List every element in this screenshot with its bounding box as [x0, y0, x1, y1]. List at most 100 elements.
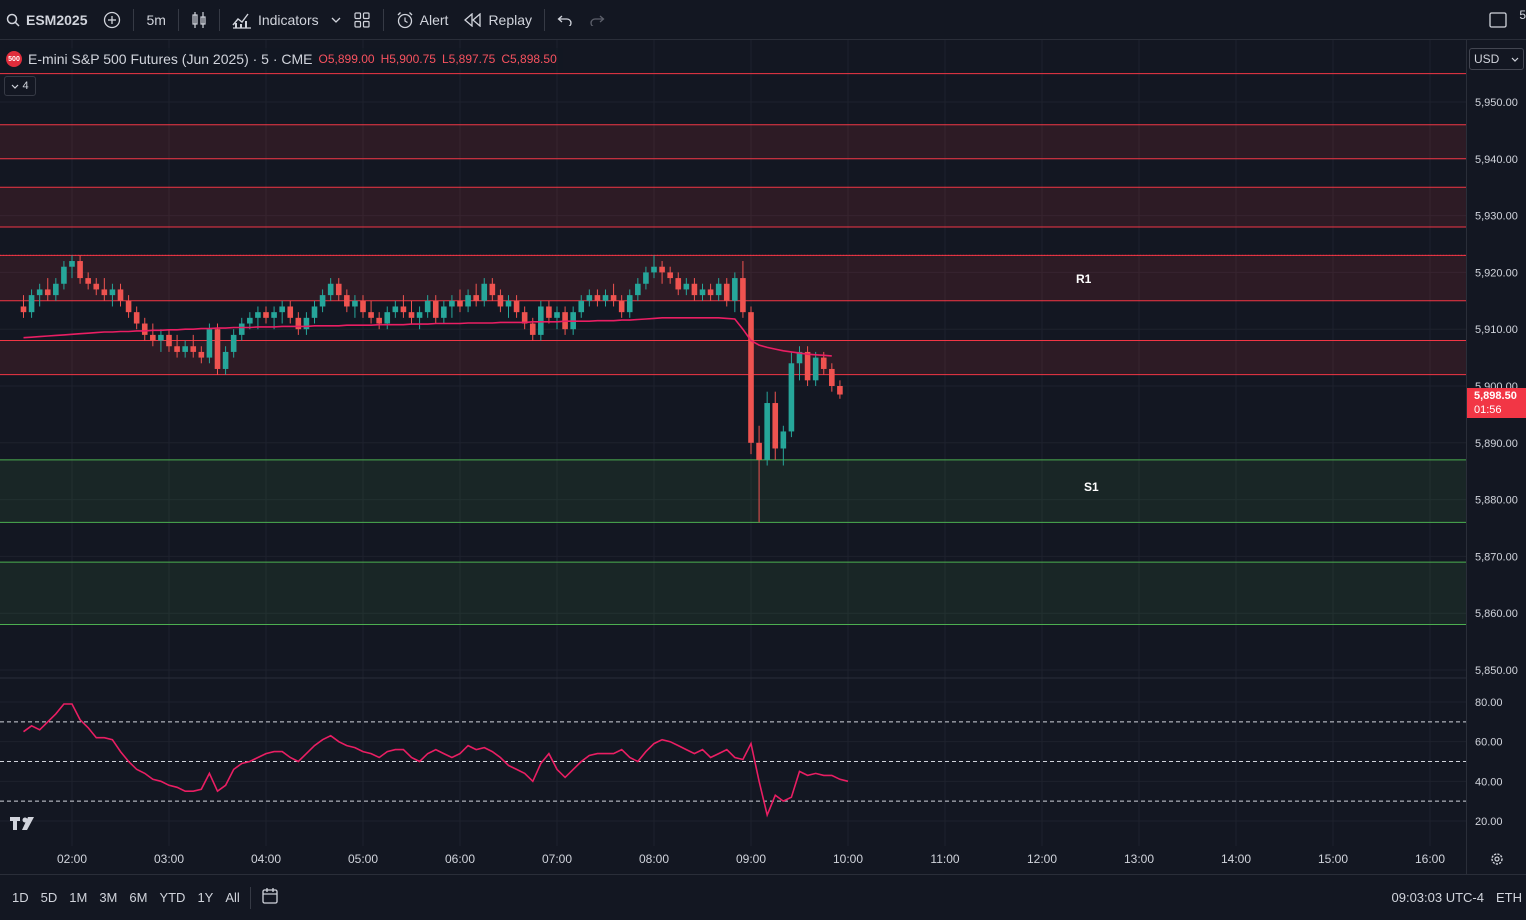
candle-body [295, 317, 302, 330]
candle [255, 306, 261, 330]
price-axis-scale[interactable]: 5,950.00 5,940.00 5,930.00 5,920.00 5,910.00… [1467, 40, 1526, 874]
candle [594, 289, 601, 307]
candle-body [279, 306, 285, 313]
candle-body [344, 295, 350, 307]
range-button-1d[interactable]: 1D [12, 890, 29, 905]
layouts-button[interactable] [345, 0, 379, 40]
settings-gear[interactable] [1491, 853, 1503, 865]
symbol-search[interactable]: ESM2025 [0, 0, 95, 40]
candle-body [602, 295, 609, 301]
candle-body [610, 295, 617, 301]
goto-date-button[interactable] [255, 887, 285, 908]
redo-button[interactable] [581, 0, 613, 40]
candle-body [659, 266, 665, 273]
low-value: L5,897.75 [441, 52, 496, 66]
alert-button[interactable]: Alert [388, 0, 457, 40]
indicators-button[interactable]: Indicators [224, 0, 327, 40]
candle-body [513, 300, 520, 313]
currency-select[interactable]: USD [1469, 48, 1524, 70]
interval-button[interactable]: 5m [138, 0, 173, 40]
candle-body [263, 312, 269, 318]
price-ticks: 5,950.00 5,940.00 5,930.00 5,920.00 5,910.00… [1475, 97, 1518, 828]
s1-label: S1 [1084, 480, 1099, 494]
range-button-1m[interactable]: 1M [69, 890, 88, 905]
candle-body [772, 403, 779, 449]
truncated-label: 5 [1519, 7, 1526, 22]
candle-body [352, 300, 358, 307]
candle [133, 306, 140, 330]
price-tick-label: 5,940.00 [1475, 154, 1518, 166]
gear-icon[interactable] [1491, 853, 1503, 865]
candle-body [150, 334, 156, 341]
resistance-zone [0, 187, 1466, 227]
candle-body [28, 295, 35, 313]
price-axis[interactable]: 5,950.00 5,940.00 5,930.00 5,920.00 5,910.00… [1466, 40, 1526, 874]
candle [36, 283, 43, 307]
candle-body [796, 351, 803, 364]
candle-body [675, 278, 682, 290]
chevron-down-icon [331, 17, 341, 23]
candle-body [416, 312, 423, 318]
candle [376, 312, 382, 330]
candle-body [303, 317, 310, 330]
range-button-5d[interactable]: 5D [40, 890, 58, 905]
candle-body [723, 283, 730, 301]
candle-body [198, 351, 205, 358]
timezone-clock[interactable]: 09:03:03 UTC-4 [1391, 890, 1485, 905]
candle-body [255, 312, 261, 318]
candle [247, 312, 253, 330]
support-zone [0, 562, 1466, 625]
candle-body [699, 289, 706, 296]
fullscreen-button[interactable] [1483, 0, 1513, 40]
candle-body [214, 329, 221, 369]
candle [432, 295, 439, 324]
replay-button[interactable]: Replay [456, 0, 540, 40]
candle [602, 289, 609, 307]
rewind-icon [464, 12, 482, 27]
indicators-dropdown[interactable] [327, 0, 345, 40]
candle-body [392, 306, 399, 313]
candle [295, 312, 302, 335]
candle-body [376, 317, 382, 324]
candle-body [715, 283, 722, 296]
candle-body [247, 317, 253, 324]
candle [465, 289, 471, 313]
candle-body [311, 306, 318, 318]
candle-body [174, 346, 180, 352]
candle [489, 278, 496, 301]
compare-button[interactable] [95, 0, 129, 40]
candle [384, 306, 391, 330]
candle-body [36, 289, 43, 296]
candle-body [287, 306, 294, 318]
range-button-3m[interactable]: 3M [99, 890, 118, 905]
session-button[interactable]: ETH [1496, 890, 1522, 905]
range-button-1y[interactable]: 1Y [197, 890, 214, 905]
candle-body [635, 283, 641, 296]
candle [182, 340, 188, 358]
price-chart[interactable]: R1 S1 02:00 03:00 04:00 05:00 06:00 07:00 08:0… [0, 40, 1466, 874]
chart-type-button[interactable] [183, 0, 215, 40]
candle [311, 300, 318, 324]
chart-legend[interactable]: 500 E-mini S&P 500 Futures (Jun 2025) · … [4, 48, 563, 70]
candle-body [432, 300, 439, 318]
candle-body [44, 289, 51, 296]
chart-area[interactable]: R1 S1 02:00 03:00 04:00 05:00 06:00 07:00 08:0… [0, 40, 1466, 874]
candle [303, 312, 310, 335]
candle [352, 295, 358, 318]
toolbar-truncated-item[interactable]: 5 [1513, 0, 1526, 45]
candle-body [651, 266, 657, 273]
instrument-title[interactable]: E-mini S&P 500 Futures (Jun 2025) · 5 · … [28, 51, 313, 67]
candle [141, 317, 148, 341]
range-button-ytd[interactable]: YTD [159, 890, 186, 905]
undo-button[interactable] [549, 0, 581, 40]
indicators-icon [232, 13, 251, 29]
time-tick-label: 02:00 [57, 852, 87, 866]
indicators-label: Indicators [257, 11, 319, 28]
indicators-collapse-button[interactable]: 4 [4, 76, 36, 96]
toolbar-divider [133, 8, 135, 31]
range-button-all[interactable]: All [225, 890, 240, 905]
calendar-icon [262, 888, 278, 904]
candle [473, 283, 479, 307]
bottom-toolbar: 1D 5D 1M 3M 6M YTD 1Y All 09:03:03 UTC-4 ETH [0, 874, 1526, 920]
range-button-6m[interactable]: 6M [129, 890, 148, 905]
